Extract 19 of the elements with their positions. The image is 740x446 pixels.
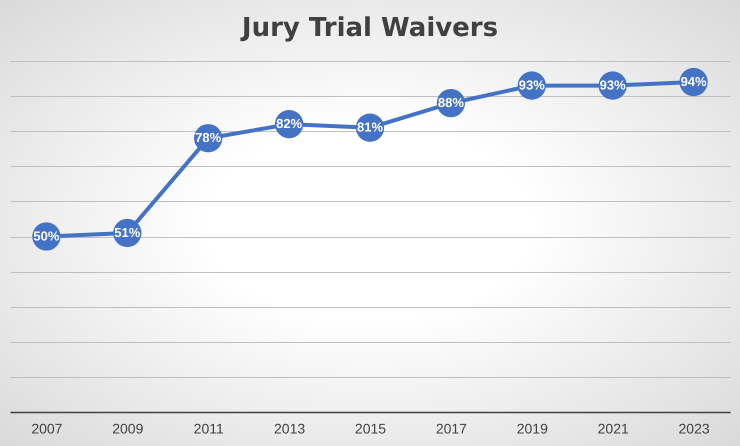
x-tick-label: 2007 <box>31 420 63 436</box>
x-tick-label: 2011 <box>194 420 224 436</box>
data-label: 51% <box>114 224 141 240</box>
x-tick-label: 2015 <box>354 420 386 436</box>
data-label: 93% <box>518 78 546 93</box>
data-label: 50% <box>33 228 60 244</box>
x-tick-label: 2013 <box>274 420 306 436</box>
data-label: 78% <box>195 130 222 146</box>
x-tick-label: 2023 <box>678 420 710 436</box>
data-label: 82% <box>276 116 303 132</box>
x-tick-label: 2021 <box>598 420 629 436</box>
chart-title: Jury Trial Waivers <box>240 13 498 43</box>
x-tick-label: 2017 <box>436 420 468 436</box>
x-tick-label: 2019 <box>516 420 548 436</box>
data-label: 94% <box>680 74 708 90</box>
x-tick-label: 2009 <box>112 420 144 436</box>
data-label: 88% <box>438 95 464 110</box>
data-label: 93% <box>600 78 626 93</box>
data-label: 81% <box>356 120 384 135</box>
